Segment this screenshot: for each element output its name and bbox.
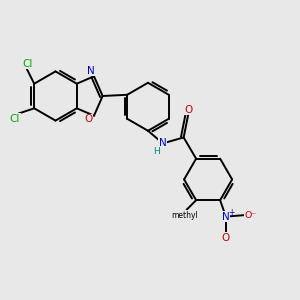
Text: O: O	[222, 232, 230, 243]
Text: N: N	[159, 138, 167, 148]
Text: H: H	[153, 147, 160, 156]
Text: N: N	[222, 212, 230, 222]
Text: Cl: Cl	[22, 58, 33, 68]
Text: O⁻: O⁻	[245, 211, 257, 220]
Text: methyl: methyl	[172, 211, 198, 220]
Text: Cl: Cl	[10, 114, 20, 124]
Text: N: N	[86, 66, 94, 76]
Text: methyl: methyl	[170, 211, 197, 220]
Text: O: O	[85, 114, 93, 124]
Text: O: O	[184, 104, 192, 115]
Text: +: +	[228, 208, 234, 217]
